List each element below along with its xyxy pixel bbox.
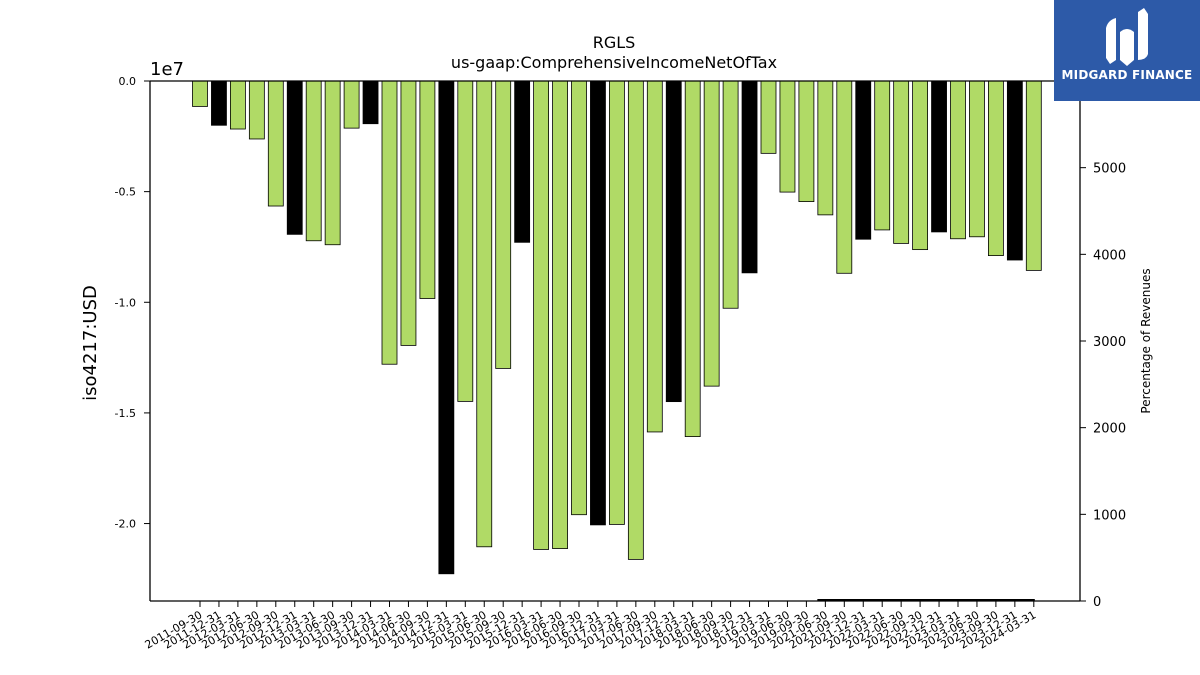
bar [457,80,474,402]
bar [760,80,777,154]
bar [855,80,872,240]
bar [779,80,796,193]
bar [211,80,227,126]
bar [836,80,853,274]
brand-name: MIDGARD FINANCE [1061,68,1193,82]
y-ticks: 0.0 -0.5 -1.0 -1.5 -2.0 [115,75,150,531]
bar [646,80,663,433]
bar [438,80,455,575]
bar [286,80,303,235]
bar [400,80,417,346]
y2-tick-label: 4000 [1093,248,1126,263]
x-ticks: 2011-09-302011-12-312012-03-312012-06-30… [143,601,1038,652]
bar [229,80,246,130]
bar [552,80,568,549]
bar [343,80,360,129]
bars-group [192,80,1042,575]
bar [514,80,531,243]
y-tick-label: -0.5 [115,186,136,199]
y2-tick-label: 1000 [1093,508,1126,523]
bar [817,80,834,216]
y-tick-label: -2.0 [115,518,136,531]
bar [609,80,625,525]
bar [665,80,682,403]
bar [324,80,341,246]
bar [969,80,985,238]
y-axis-label: iso4217:USD [80,285,101,401]
bar [590,80,606,526]
y-tick-label: -1.0 [115,296,136,309]
bar [988,80,1004,256]
bar [305,80,322,242]
bar [627,80,644,560]
y2-tick-label: 0 [1093,595,1101,610]
bar [495,80,512,369]
bar [362,80,379,125]
chart-title: RGLS [593,33,636,52]
y2-axis-label: Percentage of Revenues [1139,268,1153,413]
bar [571,80,587,516]
bar [684,80,701,437]
midgard-logo-icon [1106,8,1148,66]
bar [267,80,284,207]
y2-ticks: 0 1000 2000 3000 4000 5000 [1080,162,1126,610]
y2-tick-label: 3000 [1093,335,1126,350]
bar [874,80,891,231]
bar [912,80,928,251]
bar [533,80,549,550]
y2-tick-label: 5000 [1093,162,1126,177]
bar [722,80,739,309]
bar [419,80,436,299]
y-tick-label: 0.0 [119,75,137,88]
bar [893,80,910,244]
bar [248,80,265,140]
brand-logo: MIDGARD FINANCE [1054,0,1200,101]
bar [950,80,966,240]
bar [931,80,947,233]
bar [1006,80,1023,261]
bar [476,80,493,548]
bar [741,80,758,274]
bar [703,80,720,387]
bar [192,80,208,107]
bar [798,80,815,202]
y2-tick-label: 2000 [1093,422,1126,437]
y-offset-label: 1e7 [150,59,184,80]
chart-subtitle: us-gaap:ComprehensiveIncomeNetOfTax [451,53,777,72]
y-tick-label: -1.5 [115,407,136,420]
bar [1025,80,1042,271]
bar [381,80,398,365]
